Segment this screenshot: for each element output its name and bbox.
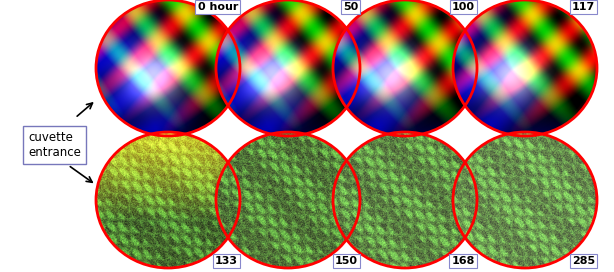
Text: 117: 117 xyxy=(572,2,595,12)
Text: cuvette
entrance: cuvette entrance xyxy=(28,131,81,159)
Text: 150: 150 xyxy=(335,256,358,266)
Text: 50: 50 xyxy=(343,2,358,12)
Text: 285: 285 xyxy=(572,256,595,266)
Text: 133: 133 xyxy=(215,256,238,266)
Text: 168: 168 xyxy=(452,256,475,266)
Text: 0 hour: 0 hour xyxy=(198,2,238,12)
Text: 100: 100 xyxy=(452,2,475,12)
